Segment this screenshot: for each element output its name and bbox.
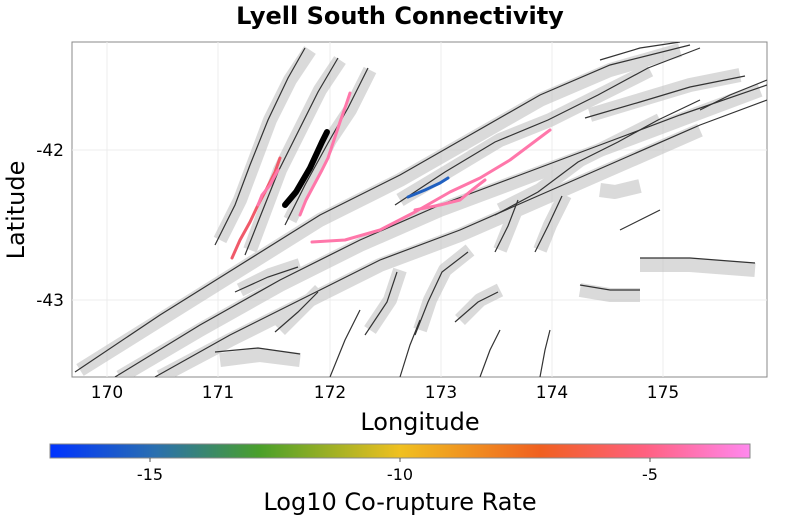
x-tick-1: 171 [202,383,234,403]
x-axis-ticks: 170 171 172 173 174 175 [91,383,679,403]
x-tick-2: 172 [314,383,346,403]
fault-surfaces [76,43,763,377]
rupture-segments [230,91,552,260]
colorbar-tick-2: -5 [642,465,658,484]
colorbar-tick-1: -10 [387,465,413,484]
colorbar-tick-marks [149,458,651,462]
x-axis-label: Longitude [360,408,479,436]
selected-fault-lyell-south [282,129,330,208]
x-tick-3: 173 [425,383,457,403]
map-title: Lyell South Connectivity [236,2,564,30]
x-tick-4: 174 [536,383,568,403]
y-tick-0: -42 [36,141,64,161]
x-tick-5: 175 [647,383,679,403]
colorbar-tick-0: -15 [137,465,163,484]
y-tick-1: -43 [36,291,64,311]
x-tick-0: 170 [91,383,123,403]
colorbar [49,443,751,459]
y-axis-label: Latitude [2,161,30,260]
fault-traces [74,42,767,377]
colorbar-label: Log10 Co-rupture Rate [263,488,536,516]
y-axis-ticks: -42 -43 [36,141,64,311]
